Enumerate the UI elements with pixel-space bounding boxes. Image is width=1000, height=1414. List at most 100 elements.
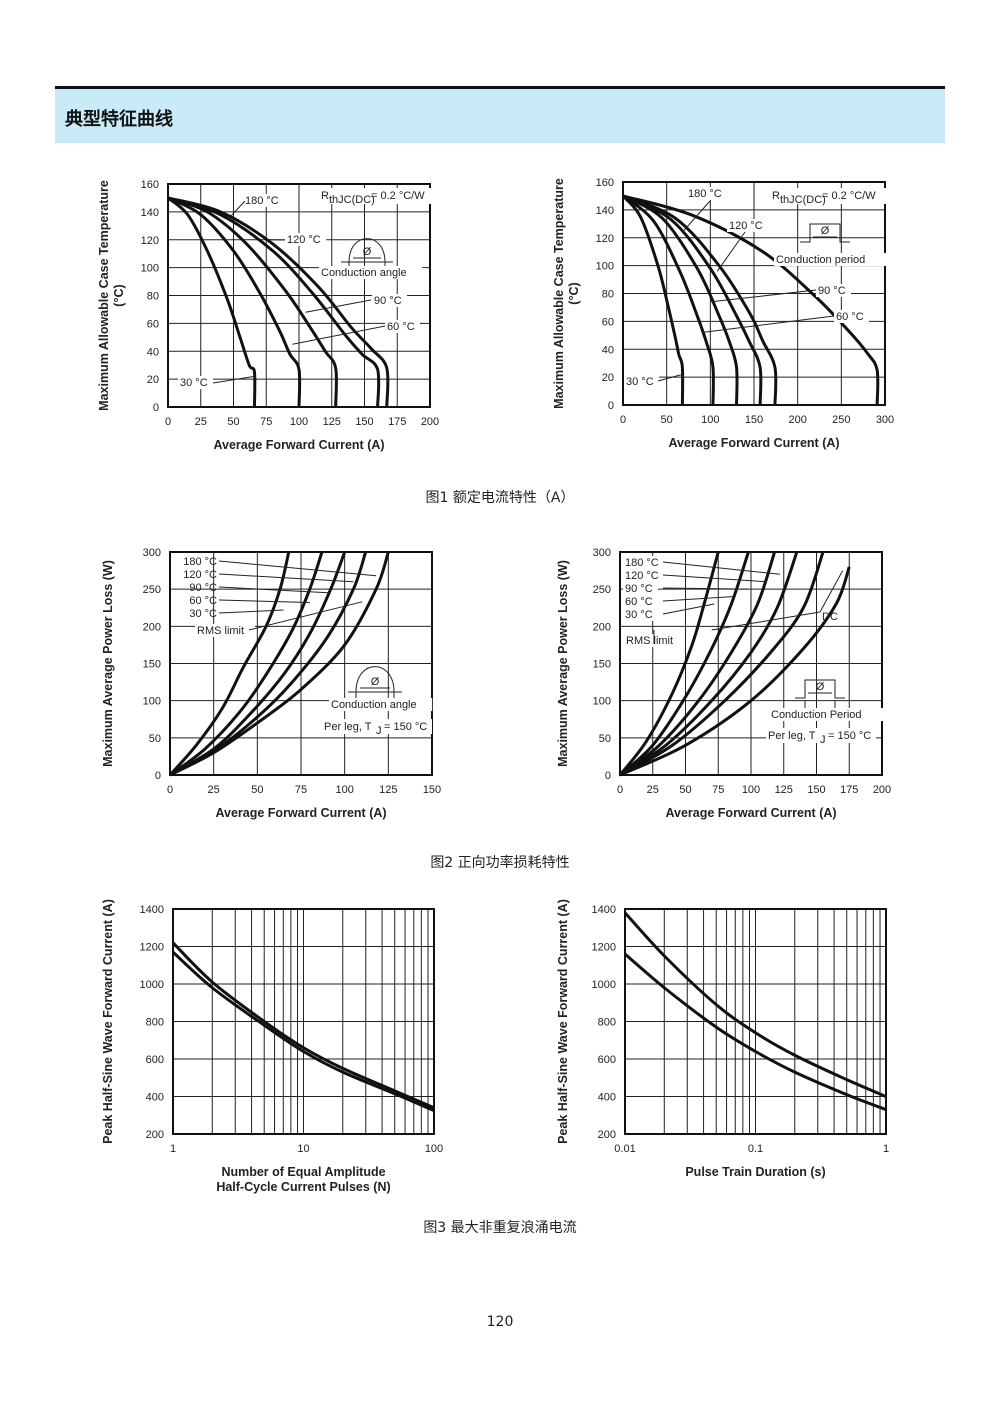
chart-fig1-left: 0 25 50 75 100 125 150 175 200 0 20 40 60 80 100 120 140… <box>97 179 439 452</box>
annotation-bg <box>686 187 728 200</box>
y-tick-label: 600 <box>598 1054 616 1066</box>
annotation-label: 180 °C <box>245 195 279 207</box>
annotation-bg <box>623 569 665 582</box>
plot-frame <box>172 908 435 1135</box>
annotation-label: RMS limit <box>626 635 673 647</box>
rect-pulse-icon <box>800 223 850 243</box>
rthjc-subscript: thJC(DC) <box>780 194 826 206</box>
x-tick-label: 150 <box>423 784 441 796</box>
series-line-180C <box>167 196 390 408</box>
x-tick-label: 50 <box>679 784 691 796</box>
tj-label: Per leg, T <box>768 730 816 742</box>
y-tick-label: 150 <box>593 659 611 671</box>
series-line-120C <box>619 551 799 777</box>
y-tick-label: 100 <box>143 696 161 708</box>
series-line-90C <box>169 551 347 777</box>
y-tick-label: 40 <box>602 344 614 356</box>
y-tick-label: 800 <box>598 1017 616 1029</box>
x-tick-label: 200 <box>788 414 806 426</box>
y-tick-label: 160 <box>141 179 159 191</box>
annotation-bg <box>727 219 769 232</box>
series-line-DC <box>622 194 880 406</box>
y-tick-label: 100 <box>593 696 611 708</box>
x-tick-label: 1 <box>883 1143 889 1155</box>
rthjc-subscript: thJC(DC) <box>329 194 375 206</box>
phi-symbol-icon: Ø <box>816 681 825 693</box>
annotation-label: 60 °C <box>189 595 217 607</box>
plot-frame <box>167 183 431 408</box>
tj-value: = 150 °C <box>384 721 427 733</box>
y-axis-label: Maximum Average Power Loss (W) <box>556 560 570 767</box>
y-tick-label: 80 <box>147 291 159 303</box>
series-line-120C <box>169 551 368 777</box>
annotation-leader <box>701 315 835 334</box>
y-tick-label: 200 <box>598 1129 616 1141</box>
y-tick-label: 250 <box>143 584 161 596</box>
plot-frame <box>619 551 883 776</box>
phi-symbol-icon: Ø <box>371 676 380 688</box>
annotation-leader <box>657 373 683 382</box>
annotation-label: 120 °C <box>287 234 321 246</box>
half-sine-icon <box>355 666 395 693</box>
annotation-label: 60 °C <box>625 596 653 608</box>
y-tick-label: 0 <box>605 770 611 782</box>
x-tick-label: 125 <box>379 784 397 796</box>
tj-subscript: J <box>820 734 826 746</box>
annotation-leader <box>662 603 715 615</box>
chart-fig3-left: 1 10 100 200 400 600 800 1000 1200 1400 Number of … <box>101 899 443 1194</box>
annotation-bg <box>623 582 658 595</box>
annotation-leader <box>662 574 767 583</box>
x-tick-label: 0 <box>617 784 623 796</box>
y-tick-label: 800 <box>146 1017 164 1029</box>
plot-frame <box>169 551 433 776</box>
tj-value: = 150 °C <box>828 730 871 742</box>
series-line-30C <box>618 551 720 776</box>
x-tick-label: 175 <box>388 416 406 428</box>
y-tick-label: 50 <box>149 733 161 745</box>
phi-symbol-icon: Ø <box>821 225 830 237</box>
x-tick-label: 75 <box>712 784 724 796</box>
annotation-label: 90 °C <box>625 583 653 595</box>
annotation-label: 90 °C <box>818 285 846 297</box>
annotation-bg <box>322 719 432 734</box>
y-tick-label: 1400 <box>592 904 616 916</box>
annotation-leader <box>710 289 817 303</box>
annotation-bg <box>774 253 890 266</box>
annotation-leader <box>711 611 821 631</box>
y-tick-label: 400 <box>146 1092 164 1104</box>
annotation-bg <box>769 188 887 204</box>
x-tick-label: 200 <box>873 784 891 796</box>
y-tick-label: 20 <box>147 374 159 386</box>
y-tick-label: 40 <box>147 346 159 358</box>
y-axis-label: Maximum Allowable Case Temperature <box>97 180 111 411</box>
y-tick-label: 1000 <box>140 979 164 991</box>
annotation-bg <box>769 708 885 721</box>
x-axis-label: Pulse Train Duration (s) <box>685 1165 825 1179</box>
y-tick-label: 140 <box>141 207 159 219</box>
y-tick-label: 300 <box>143 547 161 559</box>
x-tick-label: 50 <box>251 784 263 796</box>
series-line-120C <box>167 196 381 408</box>
y-tick-label: 120 <box>141 235 159 247</box>
annotation-bg <box>624 375 659 388</box>
y-tick-label: 600 <box>146 1054 164 1066</box>
y-tick-label: 1200 <box>592 942 616 954</box>
x-tick-label: 50 <box>227 416 239 428</box>
chart-fig1-right: 0 50 100 150 200 250 300 0 20 40 60 80 100 120 140 160 A… <box>552 177 894 450</box>
annotation-label: 60 °C <box>836 311 864 323</box>
x-tick-label: 125 <box>323 416 341 428</box>
y-tick-label: 20 <box>602 372 614 384</box>
x-tick-label: 0 <box>620 414 626 426</box>
y-axis-label: Peak Half-Sine Wave Forward Current (A) <box>556 899 570 1144</box>
x-tick-label: 25 <box>195 416 207 428</box>
x-tick-label: 100 <box>701 414 719 426</box>
half-sine-icon <box>348 238 386 263</box>
annotation-leader <box>218 609 284 614</box>
series-line-90C <box>622 194 739 406</box>
annotation-bg <box>318 188 436 204</box>
x-tick-label: 75 <box>260 416 272 428</box>
annotation-bg <box>329 698 433 711</box>
x-tick-label: 25 <box>647 784 659 796</box>
annotation-label: 30 °C <box>180 377 208 389</box>
caption-fig2: 图2 正向功率损耗特性 <box>430 855 570 871</box>
